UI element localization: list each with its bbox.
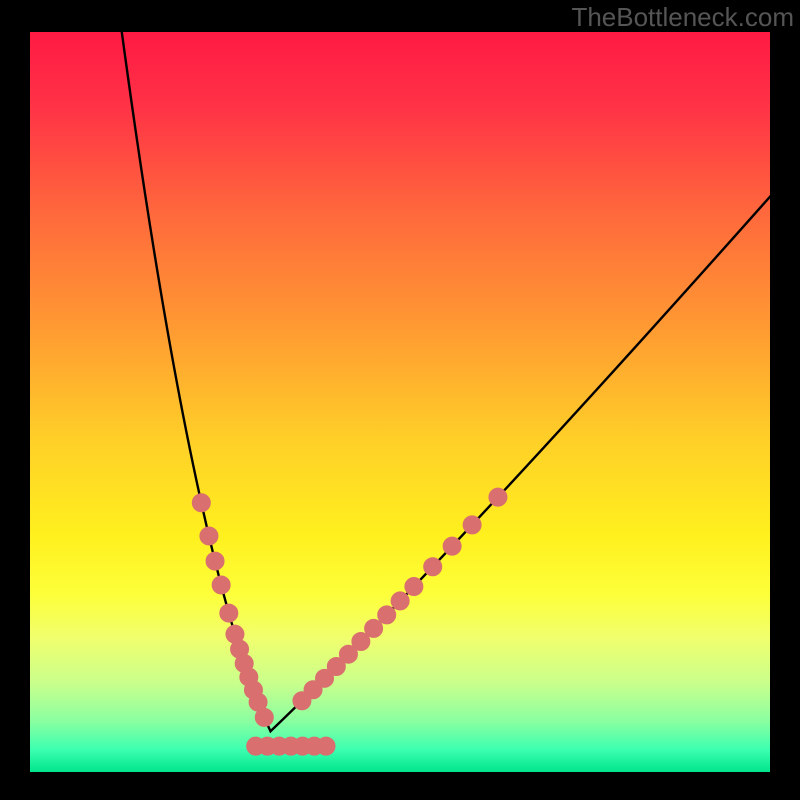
data-point <box>317 737 335 755</box>
plot-background-gradient <box>30 32 770 772</box>
data-point <box>220 604 238 622</box>
data-point <box>489 488 507 506</box>
data-point <box>212 576 230 594</box>
watermark-text: TheBottleneck.com <box>571 2 794 33</box>
data-point <box>443 537 461 555</box>
chart-svg <box>0 0 800 800</box>
data-point <box>424 558 442 576</box>
data-point <box>255 708 273 726</box>
data-point <box>206 552 224 570</box>
chart-root: TheBottleneck.com <box>0 0 800 800</box>
data-point <box>463 516 481 534</box>
data-point <box>365 619 383 637</box>
data-point <box>378 606 396 624</box>
data-point <box>405 578 423 596</box>
data-point <box>192 494 210 512</box>
data-point <box>391 592 409 610</box>
data-point <box>200 527 218 545</box>
